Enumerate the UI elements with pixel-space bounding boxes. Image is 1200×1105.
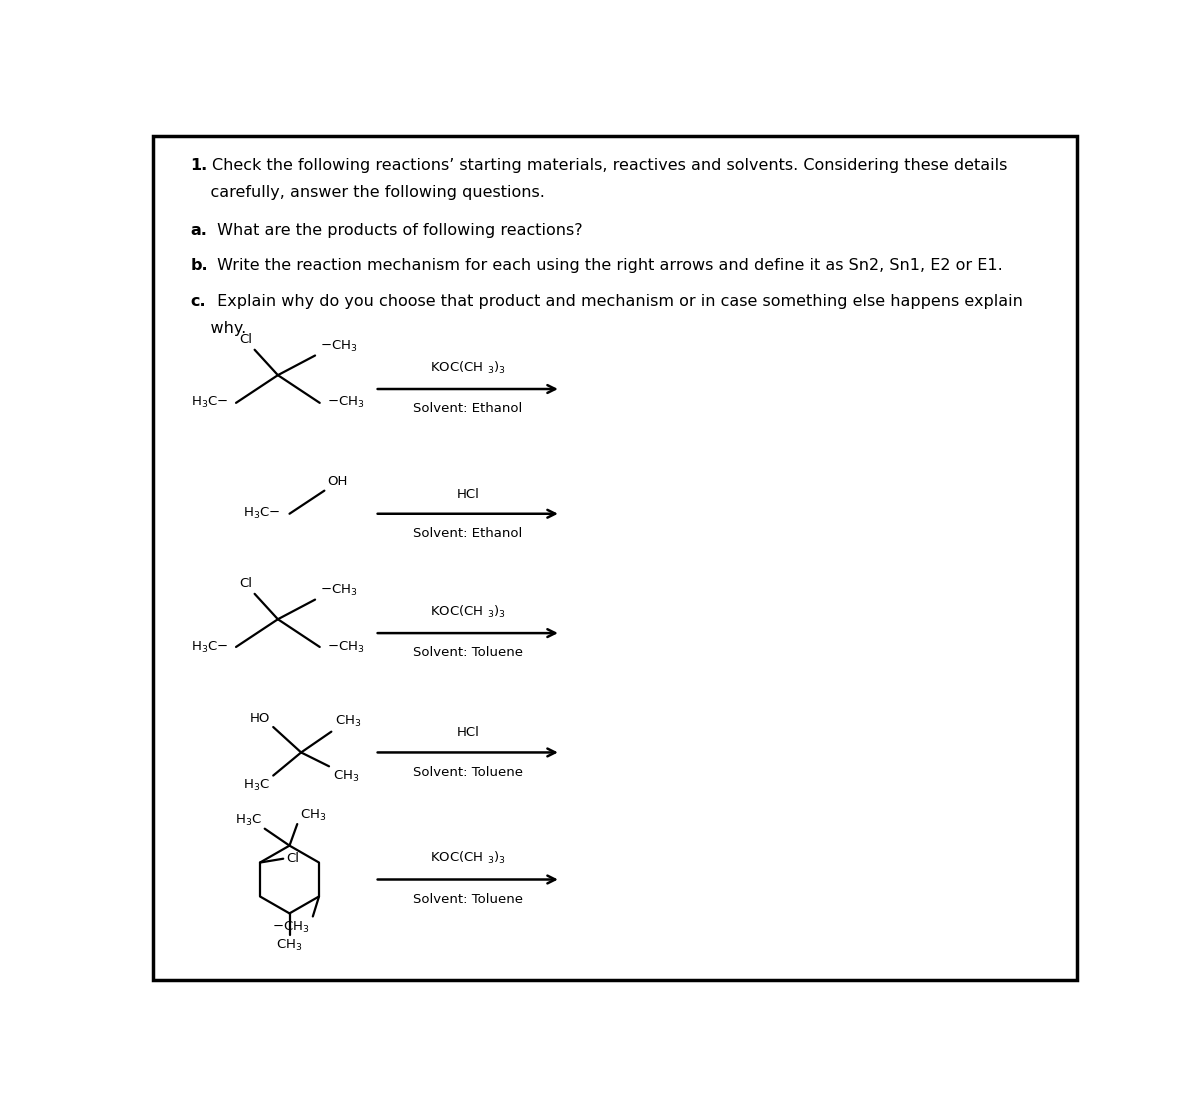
Text: Solvent: Ethanol: Solvent: Ethanol (413, 402, 522, 415)
Text: What are the products of following reactions?: What are the products of following react… (212, 223, 583, 238)
Text: HCl: HCl (456, 726, 479, 739)
Text: b.: b. (191, 259, 208, 273)
Text: a.: a. (191, 223, 208, 238)
Text: KOC(CH $_{3}$)$_{3}$: KOC(CH $_{3}$)$_{3}$ (430, 604, 505, 620)
Text: $-$CH$_{3}$: $-$CH$_{3}$ (319, 339, 358, 354)
Text: $-$CH$_{3}$: $-$CH$_{3}$ (319, 583, 358, 598)
Text: carefully, answer the following questions.: carefully, answer the following question… (191, 185, 545, 200)
Text: KOC(CH $_{3}$)$_{3}$: KOC(CH $_{3}$)$_{3}$ (430, 851, 505, 866)
Text: c.: c. (191, 294, 206, 309)
Text: Check the following reactions’ starting materials, reactives and solvents. Consi: Check the following reactions’ starting … (212, 158, 1007, 173)
Text: Write the reaction mechanism for each using the right arrows and define it as Sn: Write the reaction mechanism for each us… (212, 259, 1003, 273)
Text: Solvent: Ethanol: Solvent: Ethanol (413, 527, 522, 540)
Text: Solvent: Toluene: Solvent: Toluene (413, 893, 523, 906)
Text: why.: why. (191, 322, 246, 336)
Text: CH$_{3}$: CH$_{3}$ (332, 769, 359, 783)
Text: 1.: 1. (191, 158, 208, 173)
Text: CH$_{3}$: CH$_{3}$ (335, 714, 361, 728)
Text: Cl: Cl (239, 333, 252, 346)
Text: KOC(CH $_{3}$)$_{3}$: KOC(CH $_{3}$)$_{3}$ (430, 360, 505, 376)
Text: $-$CH$_{3}$: $-$CH$_{3}$ (328, 640, 365, 654)
Text: HO: HO (250, 712, 270, 725)
Text: Solvent: Toluene: Solvent: Toluene (413, 646, 523, 660)
Text: H$_{3}$C: H$_{3}$C (235, 813, 262, 828)
Text: H$_{3}$C$-$: H$_{3}$C$-$ (191, 640, 228, 654)
Text: Explain why do you choose that product and mechanism or in case something else h: Explain why do you choose that product a… (212, 294, 1022, 309)
Text: OH: OH (328, 475, 348, 488)
Text: Cl: Cl (287, 852, 299, 865)
Text: H$_{3}$C$-$: H$_{3}$C$-$ (242, 506, 281, 522)
Text: Cl: Cl (239, 577, 252, 590)
Text: CH$_{3}$: CH$_{3}$ (300, 808, 326, 823)
Text: H$_{3}$C$-$: H$_{3}$C$-$ (191, 396, 228, 410)
Text: $-$CH$_{3}$: $-$CH$_{3}$ (272, 919, 310, 935)
Text: H$_{3}$C: H$_{3}$C (244, 778, 270, 793)
Text: CH$_{3}$: CH$_{3}$ (276, 938, 302, 954)
Text: $-$CH$_{3}$: $-$CH$_{3}$ (328, 396, 365, 410)
Text: HCl: HCl (456, 487, 479, 501)
Text: Solvent: Toluene: Solvent: Toluene (413, 766, 523, 779)
